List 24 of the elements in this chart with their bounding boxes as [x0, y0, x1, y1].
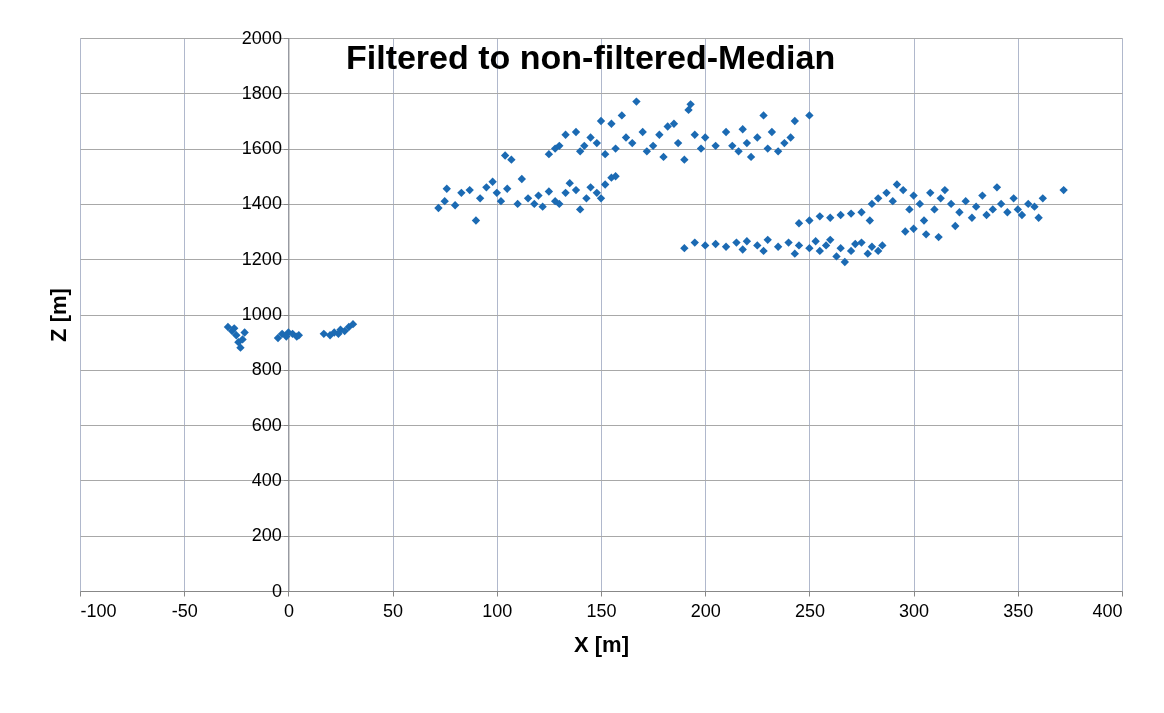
x-tick-label: 300: [899, 600, 930, 621]
x-tick-label: 250: [794, 600, 825, 621]
x-axis-title: X [m]: [574, 631, 629, 657]
x-tick-label: 350: [1003, 600, 1034, 621]
y-tick-label: 400: [251, 469, 282, 490]
y-tick-label: 1800: [241, 82, 282, 103]
y-tick-label: 1400: [241, 193, 282, 214]
y-tick-label: 1000: [241, 304, 282, 324]
x-tick-label: 50: [383, 600, 404, 621]
y-tick-label: 2000: [241, 27, 282, 48]
y-tick-label: 1200: [241, 248, 282, 269]
y-tick-label: 1600: [241, 138, 282, 159]
y-tick-label: 600: [251, 414, 282, 435]
x-tick-label: 100: [482, 600, 513, 621]
y-axis-title: Z [m]: [45, 288, 71, 342]
y-tick-label: 800: [251, 359, 282, 380]
x-tick-label: -100: [80, 600, 117, 621]
y-tick-label: 200: [251, 525, 282, 546]
x-tick-label: -50: [171, 600, 198, 621]
x-tick-label: 400: [1092, 600, 1123, 621]
y-tick-label: 0: [271, 580, 282, 601]
x-tick-label: 200: [690, 600, 721, 621]
chart-title: Filtered to non-filtered-Median: [345, 38, 836, 76]
x-tick-label: 150: [586, 600, 617, 621]
